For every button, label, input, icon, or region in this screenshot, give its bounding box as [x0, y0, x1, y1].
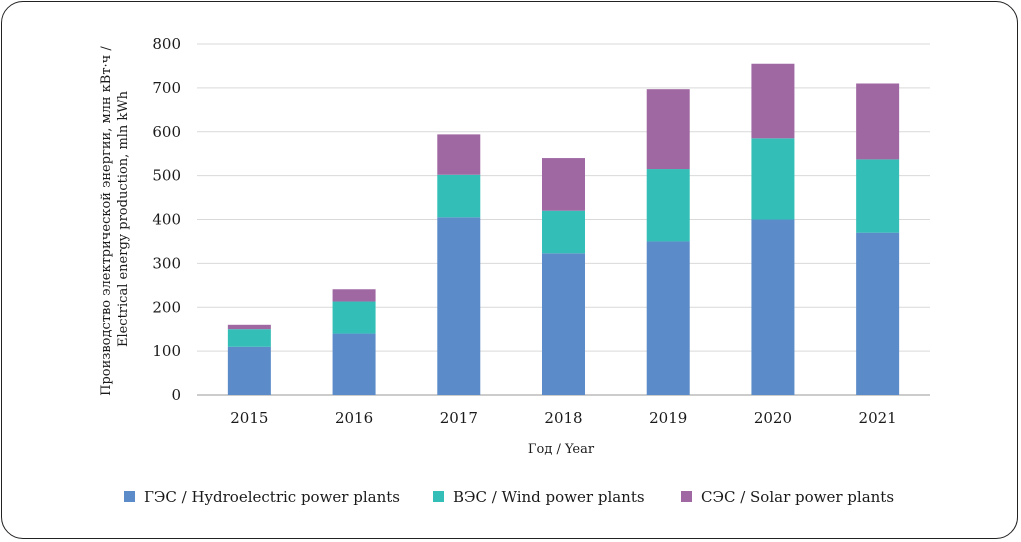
x-tick-label: 2018 [544, 409, 582, 427]
y-tick-label: 600 [152, 123, 181, 141]
legend-swatch-1 [124, 491, 135, 502]
legend-label-3: СЭС / Solar power plants [701, 488, 894, 506]
bar-2016-series-2 [332, 301, 376, 334]
y-tick-label: 0 [171, 386, 181, 404]
x-axis-ticks: 2015 2016 2017 2018 2019 2020 2021 [230, 409, 896, 427]
legend-swatch-2 [433, 491, 444, 502]
y-axis-title-line-2: Electrical energy production, mln kWh [116, 90, 131, 347]
y-tick-label: 300 [152, 254, 181, 272]
y-tick-label: 700 [152, 79, 181, 97]
x-tick-label: 2021 [859, 409, 897, 427]
y-tick-label: 100 [152, 342, 181, 360]
bar-2015-series-1 [227, 346, 271, 395]
bar-2018-series-1 [542, 253, 585, 395]
bar-2021-series-1 [856, 232, 900, 395]
bar-2021-series-3 [856, 83, 900, 160]
bar-2018-series-2 [542, 210, 585, 254]
legend-swatch-3 [681, 491, 692, 502]
x-tick-label: 2015 [230, 409, 268, 427]
bar-2019-series-2 [646, 169, 690, 242]
x-axis-title: Год / Year [528, 442, 595, 457]
bar-2019-series-3 [646, 89, 690, 170]
y-tick-label: 500 [152, 167, 181, 185]
x-tick-label: 2019 [649, 409, 687, 427]
x-tick-label: 2017 [440, 409, 478, 427]
bar-2015-series-3 [227, 324, 271, 330]
y-axis-title-line-1: Производство электрической энергии, млн … [99, 46, 114, 396]
bar-2020-series-1 [751, 219, 795, 395]
bar-2016-series-1 [332, 333, 376, 395]
bar-2017-series-1 [437, 217, 481, 395]
bars [227, 63, 900, 395]
bar-2017-series-3 [437, 134, 481, 175]
bar-2017-series-2 [437, 174, 481, 218]
y-tick-label: 200 [152, 298, 181, 316]
y-axis-ticks: 0 100 200 300 400 500 600 700 800 [152, 35, 181, 404]
bar-2018-series-3 [542, 158, 585, 211]
bar-2016-series-3 [332, 289, 376, 302]
legend: ГЭС / Hydroelectric power plants ВЭС / Wi… [124, 488, 894, 506]
bar-2019-series-1 [646, 241, 690, 395]
bar-2020-series-2 [751, 138, 795, 220]
bar-2015-series-2 [227, 329, 271, 347]
y-tick-label: 400 [152, 211, 181, 229]
x-tick-label: 2020 [754, 409, 792, 427]
y-tick-label: 800 [152, 35, 181, 53]
bar-2020-series-3 [751, 63, 795, 139]
y-axis-title: Производство электрической энергии, млн … [99, 42, 131, 396]
legend-label-2: ВЭС / Wind power plants [453, 488, 645, 506]
bar-2021-series-2 [856, 159, 900, 233]
legend-label-1: ГЭС / Hydroelectric power plants [144, 488, 400, 506]
x-tick-label: 2016 [335, 409, 373, 427]
